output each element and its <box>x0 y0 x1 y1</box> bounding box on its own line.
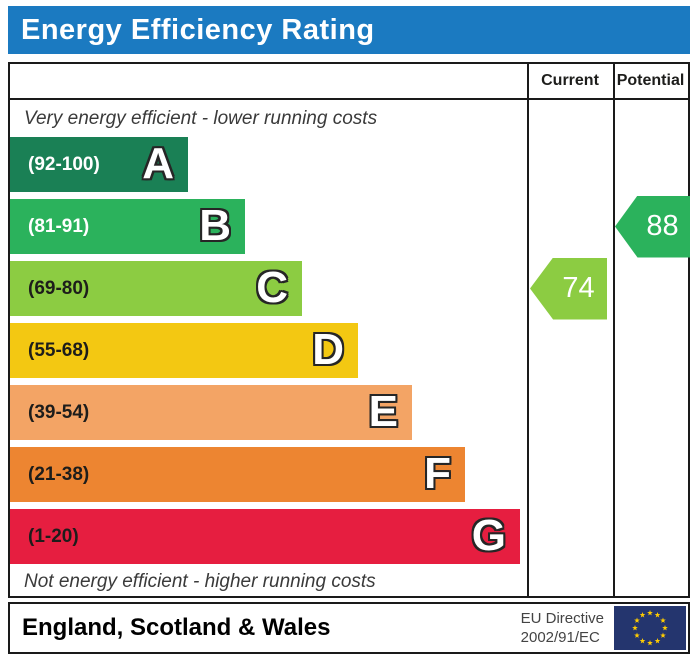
potential-column-divider <box>613 64 615 596</box>
potential-value: 88 <box>646 210 679 242</box>
band-letter: D <box>312 325 344 374</box>
page-title: Energy Efficiency Rating <box>8 6 690 54</box>
band-row-b: (81-91) B <box>10 199 245 254</box>
band-row-e: (39-54) E <box>10 385 412 440</box>
band-row-g: (1-20) G <box>10 509 520 564</box>
potential-arrow: 88 <box>615 195 690 258</box>
band-range: (1-20) <box>28 526 79 547</box>
band-range: (55-68) <box>28 340 90 361</box>
eu-directive-line2: 2002/91/EC <box>520 629 600 646</box>
eu-flag-icon <box>614 606 686 650</box>
table-header-row: Current Potential <box>10 64 688 100</box>
band-range: (92-100) <box>28 154 100 175</box>
band-range: (81-91) <box>28 216 90 237</box>
current-column-divider <box>527 64 529 596</box>
potential-column-header: Potential <box>616 72 685 89</box>
current-arrow: 74 <box>530 257 607 320</box>
band-range: (21-38) <box>28 464 90 485</box>
band-letter: G <box>471 511 506 560</box>
band-range: (69-80) <box>28 278 90 299</box>
bottom-note: Not energy efficient - higher running co… <box>24 571 376 592</box>
current-value: 74 <box>562 272 595 304</box>
band-letter: B <box>199 201 231 250</box>
footer-bar: England, Scotland & Wales EU Directive 2… <box>8 602 690 654</box>
band-row-c: (69-80) C <box>10 261 302 316</box>
current-column-header: Current <box>541 72 599 89</box>
band-letter: A <box>142 139 174 188</box>
band-letter: F <box>424 449 451 498</box>
region-label: England, Scotland & Wales <box>22 614 331 641</box>
top-note: Very energy efficient - lower running co… <box>24 108 378 129</box>
rating-bands: (92-100) A (81-91) B (69-80) C (55-68) D… <box>10 137 527 571</box>
band-row-f: (21-38) F <box>10 447 465 502</box>
band-letter: E <box>368 387 398 436</box>
eu-directive-label: EU Directive 2002/91/EC <box>521 609 614 648</box>
band-letter: C <box>256 263 288 312</box>
band-row-a: (92-100) A <box>10 137 188 192</box>
band-row-d: (55-68) D <box>10 323 358 378</box>
band-range: (39-54) <box>28 402 90 423</box>
eu-directive-line1: EU Directive <box>520 609 604 627</box>
rating-table: Current Potential Very energy efficient … <box>8 62 690 598</box>
